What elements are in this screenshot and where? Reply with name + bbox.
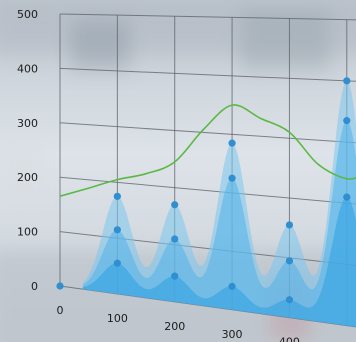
data-point-400-95 [285,257,294,265]
data-point-500-400 [343,77,351,85]
area-series-3 [82,197,356,327]
x-tick-label-400: 400 [279,336,300,342]
area-series-2 [82,120,356,327]
line-series-path [59,104,356,197]
data-point-100-115 [113,226,121,234]
x-tick-label-200: 200 [164,320,185,333]
h-grid-line-400 [59,67,356,82]
data-point-200-170 [171,201,179,209]
y-tick-label-300: 300 [17,117,38,130]
data-point-300-285 [228,139,236,147]
y-tick-label-200: 200 [17,171,38,184]
x-tick-label-0: 0 [57,304,64,317]
data-point-100-175 [113,192,121,200]
data-markers [56,77,351,304]
y-axis-ticks: 0 100 200 300 400 500 [17,8,38,293]
data-point-500-335 [343,117,351,125]
data-point-300-225 [228,174,236,182]
y-tick-label-100: 100 [17,226,38,239]
h-grid-line-300 [59,122,356,144]
data-point-200-110 [171,235,179,243]
data-point-200-45 [171,272,179,280]
y-tick-label-0: 0 [31,280,38,293]
data-point-400-30 [285,296,294,304]
x-tick-label-300: 300 [222,328,243,341]
data-point-300-40 [228,282,236,290]
y-tick-label-400: 400 [17,62,38,75]
data-point-500-210 [343,193,351,201]
y-tick-label-500: 500 [17,8,38,21]
data-point-0-0 [56,282,64,290]
data-point-400-155 [285,221,294,229]
x-tick-label-100: 100 [107,312,128,325]
line-series [59,104,356,197]
area-series [82,80,356,327]
data-point-100-55 [113,259,121,267]
h-grid-line-500 [59,13,356,21]
